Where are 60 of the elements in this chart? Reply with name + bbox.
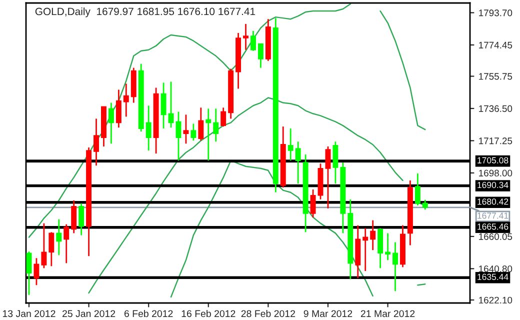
ref-line-label: 1665.46 — [478, 224, 508, 230]
legend-label: 1677.41 — [478, 212, 508, 219]
candlestick — [325, 146, 331, 210]
candlestick — [160, 82, 166, 130]
y-tick-label: 1793.70 — [479, 10, 512, 16]
candlestick — [116, 89, 122, 128]
candlestick — [220, 106, 226, 128]
candlestick — [48, 231, 54, 267]
chart-title: GOLD,Daily 1679.97 1681.95 1676.10 1677.41 — [35, 8, 256, 18]
x-tick-label: 21 Mar 2012 — [360, 310, 415, 318]
candlestick — [78, 202, 84, 236]
y-tick-label: 1622.10 — [479, 296, 512, 304]
candlestick — [243, 23, 248, 51]
candlestick — [422, 199, 428, 210]
candlestick — [123, 82, 129, 118]
candlestick — [288, 128, 294, 162]
candlestick — [168, 80, 174, 128]
y-tick-label: 1660.05 — [479, 233, 512, 240]
candlestick — [34, 257, 40, 286]
candlestick — [176, 110, 182, 162]
candlestick — [71, 200, 77, 234]
candlestick — [64, 224, 70, 264]
candlestick — [378, 227, 384, 269]
candlestick — [414, 172, 420, 206]
candlestick — [94, 118, 99, 166]
y-tick-label: 1640.80 — [479, 266, 512, 272]
ref-line-label: 1690.34 — [478, 182, 508, 188]
x-tick-label: 16 Feb 2012 — [182, 310, 236, 318]
y-tick-label: 1717.25 — [479, 138, 512, 144]
candlestick — [362, 227, 368, 272]
ref-line-label: 1705.08 — [478, 157, 508, 164]
candlestick — [190, 123, 196, 142]
candlestick — [310, 188, 316, 218]
candlestick — [26, 250, 32, 296]
x-tick-label: 9 Mar 2012 — [304, 310, 352, 318]
candlestick — [206, 108, 212, 162]
y-tick-label: 1774.45 — [479, 42, 512, 48]
ref-line-label: 1680.42 — [478, 198, 508, 205]
candlestick — [258, 43, 264, 68]
y-tick-label: 1698.00 — [479, 170, 512, 176]
candlestick — [213, 108, 219, 142]
candlestick — [183, 114, 189, 144]
candlestick — [385, 232, 391, 261]
x-tick-label: 25 Jan 2012 — [62, 310, 116, 318]
x-tick-label: 28 Feb 2012 — [241, 310, 295, 318]
y-tick-label: 1755.75 — [479, 73, 512, 80]
x-tick-label: 6 Feb 2012 — [124, 310, 173, 318]
candlestick — [146, 104, 152, 152]
ref-line-label: 1635.44 — [478, 274, 508, 280]
candlestick — [370, 220, 376, 251]
y-tick-label: 1736.50 — [479, 105, 512, 112]
candlestick — [332, 140, 338, 184]
x-tick-label: 13 Jan 2012 — [2, 310, 56, 318]
candlestick — [250, 30, 256, 52]
candlestick — [198, 106, 204, 142]
candlestick — [108, 102, 114, 144]
candlestick — [392, 242, 398, 292]
candlestick — [56, 218, 62, 256]
candlestick — [41, 222, 47, 269]
candlestick — [295, 140, 301, 184]
